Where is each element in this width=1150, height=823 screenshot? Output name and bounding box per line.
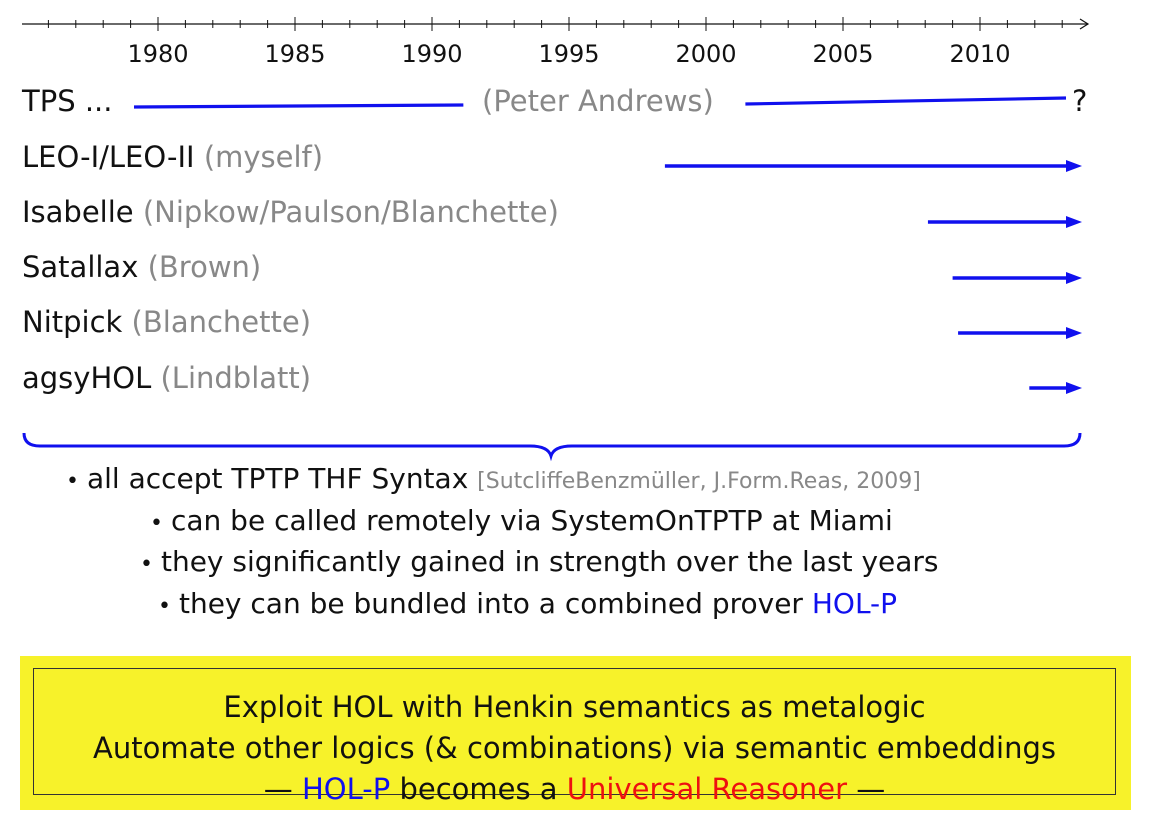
tps-line-right (745, 96, 1067, 106)
arrowhead (1066, 160, 1082, 172)
year-label: 2000 (675, 40, 736, 68)
row-nitpick-author: (Blanchette) (131, 305, 312, 339)
row-nitpick: Nitpick (Blanchette) (22, 305, 311, 339)
callout-becomes: becomes a (399, 772, 558, 806)
row-agsyhol: agsyHOL (Lindblatt) (22, 361, 311, 395)
arrowhead (1066, 216, 1082, 228)
year-label: 1995 (538, 40, 599, 68)
callout-dash-left: — (263, 772, 293, 806)
curly-brace (22, 432, 1082, 462)
year-label: 1980 (127, 40, 188, 68)
bullet-glyph: • (140, 552, 153, 577)
row-agsyhol-name: agsyHOL (22, 361, 152, 395)
row-satallax-name: Satallax (22, 250, 139, 284)
citation: [SutcliffeBenzmüller, J.Form.Reas, 2009] (477, 469, 921, 494)
row-isabelle-name: Isabelle (22, 195, 134, 229)
callout-line-3: — HOL-P becomes a Universal Reasoner — (34, 769, 1115, 810)
year-label: 1990 (401, 40, 462, 68)
bullet-remote: • can be called remotely via SystemOnTPTP… (150, 504, 893, 541)
axis-arrowhead (1079, 18, 1090, 30)
arrowhead (1066, 327, 1082, 339)
bullet-glyph: • (66, 469, 79, 494)
callout-universal-reasoner: Universal Reasoner (566, 772, 847, 806)
row-tps-author: (Peter Andrews) (476, 84, 720, 118)
arrowhead (1066, 272, 1082, 284)
callout-holp: HOL-P (301, 772, 391, 806)
row-satallax: Satallax (Brown) (22, 250, 261, 284)
row-leo: LEO-I/LEO-II (myself) (22, 140, 323, 174)
highlight-box-frame: Exploit HOL with Henkin semantics as met… (33, 668, 1116, 806)
callout-line-2: Automate other logics (& combinations) v… (93, 731, 1056, 765)
row-tps: TPS ... (22, 84, 112, 118)
bullet-strength: • they significantly gained in strength o… (140, 545, 939, 582)
year-label: 1985 (264, 40, 325, 68)
row-isabelle-author: (Nipkow/Paulson/Blanchette) (142, 195, 559, 229)
holp-label: HOL-P (811, 587, 898, 620)
arrowhead (1066, 382, 1082, 394)
year-label: 2005 (812, 40, 873, 68)
row-satallax-author: (Brown) (147, 250, 262, 284)
bullet-glyph: • (150, 511, 163, 536)
bullet-bundled: • they can be bundled into a combined pro… (158, 587, 897, 624)
row-tps-name: TPS ... (22, 84, 113, 118)
highlight-box: Exploit HOL with Henkin semantics as met… (20, 656, 1131, 810)
year-axis (22, 17, 1090, 31)
callout-line-1: Exploit HOL with Henkin semantics as met… (223, 690, 926, 724)
timeline-arrows (133, 96, 1082, 394)
row-leo-name: LEO-I/LEO-II (22, 140, 195, 174)
bullet-bundled-text: they can be bundled into a combined prov… (178, 587, 803, 620)
row-tps-end-mark: ? (1072, 84, 1088, 118)
bullet-thf-text: all accept TPTP THF Syntax (86, 462, 469, 495)
bullet-strength-text: they significantly gained in strength ov… (160, 545, 939, 578)
bullet-thf-syntax: • all accept TPTP THF Syntax [SutcliffeBe… (66, 462, 921, 499)
bullet-remote-text: can be called remotely via SystemOnTPTP … (170, 504, 893, 537)
row-leo-author: (myself) (203, 140, 324, 174)
row-isabelle: Isabelle (Nipkow/Paulson/Blanchette) (22, 195, 559, 229)
bullet-glyph: • (158, 594, 171, 619)
callout-dash-right: — (856, 772, 886, 806)
year-axis-labels: 1980 1985 1990 1995 2000 2005 2010 (127, 40, 1010, 68)
year-label: 2010 (949, 40, 1010, 68)
tps-line-left (133, 103, 464, 109)
row-nitpick-name: Nitpick (22, 305, 123, 339)
row-agsyhol-author: (Lindblatt) (160, 361, 312, 395)
